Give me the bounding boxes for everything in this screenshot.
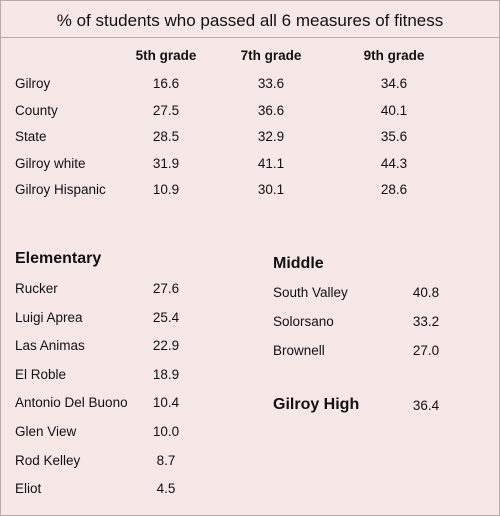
cell-value: 32.9	[257, 129, 285, 144]
school-value: 4.5	[156, 481, 176, 497]
school-name: El Roble	[15, 366, 67, 382]
column-header: 5th grade	[135, 48, 197, 63]
school-name: Luigi Aprea	[15, 309, 83, 325]
school-name: Brownell	[273, 343, 325, 358]
row-label: Gilroy Hispanic	[15, 182, 106, 197]
cell-value: 30.1	[257, 182, 285, 197]
cell-value: 16.6	[152, 76, 180, 91]
column-header: 7th grade	[240, 48, 302, 63]
cell-value: 41.1	[257, 155, 285, 171]
title-rule	[1, 37, 499, 38]
row-label: County	[15, 102, 58, 118]
cell-value: 35.6	[380, 129, 408, 144]
school-name: Rucker	[15, 281, 58, 296]
high-school-name: Gilroy High	[273, 396, 360, 413]
school-name: Glen View	[15, 424, 77, 439]
cell-value: 40.1	[380, 102, 408, 118]
cell-value: 28.6	[380, 182, 408, 197]
school-value: 10.4	[152, 395, 180, 411]
cell-value: 34.6	[380, 76, 408, 91]
section-heading: Elementary	[15, 250, 102, 267]
school-value: 18.9	[152, 366, 180, 382]
cell-value: 10.9	[152, 182, 180, 197]
school-name: South Valley	[273, 285, 348, 300]
cell-value: 33.6	[257, 76, 285, 91]
school-value: 27.6	[152, 281, 180, 296]
school-name: Eliot	[15, 481, 42, 497]
title: % of students who passed all 6 measures …	[56, 11, 444, 30]
section-heading: Middle	[273, 255, 324, 272]
row-label: State	[15, 129, 47, 144]
school-value: 33.2	[412, 314, 440, 329]
school-name: Solorsano	[273, 314, 334, 329]
cell-value: 27.5	[152, 102, 180, 118]
row-label: Gilroy white	[15, 155, 86, 171]
school-value: 22.9	[152, 338, 180, 354]
school-value: 10.0	[152, 424, 180, 439]
cell-value: 44.3	[380, 155, 408, 171]
school-value: 25.4	[152, 309, 180, 325]
cell-value: 31.9	[152, 155, 180, 171]
row-label: Gilroy	[15, 76, 51, 91]
school-name: Rod Kelley	[15, 452, 81, 468]
school-value: 40.8	[412, 285, 440, 300]
column-header: 9th grade	[363, 48, 425, 63]
cell-value: 28.5	[152, 129, 180, 144]
school-value: 27.0	[412, 343, 440, 358]
school-name: Las Animas	[15, 338, 85, 354]
cell-value: 36.6	[257, 102, 285, 118]
school-value: 8.7	[156, 452, 176, 468]
school-name: Antonio Del Buono	[15, 395, 128, 411]
high-school-value: 36.4	[412, 398, 440, 413]
